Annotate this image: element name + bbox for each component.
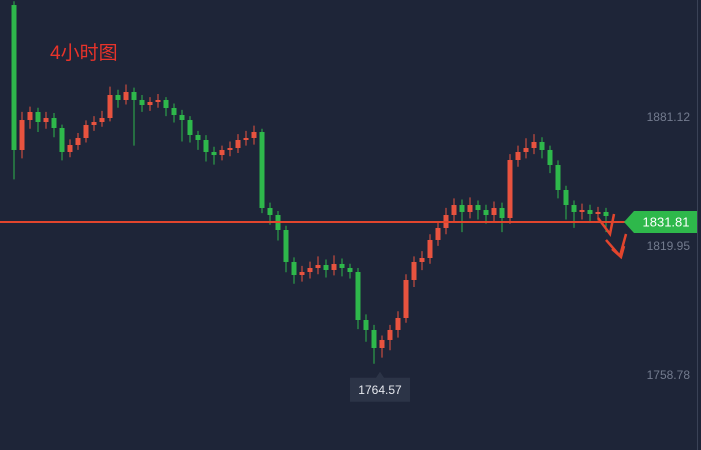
candle-body — [555, 165, 561, 190]
candle-body — [427, 239, 433, 259]
chart-title: 4小时图 — [50, 42, 118, 64]
candle-body — [315, 265, 321, 268]
candle-body — [371, 329, 377, 349]
candle-body — [283, 229, 289, 262]
candle-body — [267, 208, 273, 216]
candle-body — [155, 99, 161, 102]
candle-body — [579, 210, 585, 212]
candle-body — [291, 261, 297, 275]
candle-body — [515, 151, 521, 161]
candle-body — [331, 263, 337, 270]
candle-body — [539, 142, 545, 150]
candle-body — [459, 205, 465, 212]
candle-body — [603, 211, 609, 216]
candle-body — [403, 279, 409, 318]
candle-body — [211, 151, 217, 156]
candle-body — [187, 120, 193, 135]
candle-body — [523, 148, 529, 152]
candle-body — [243, 137, 249, 140]
candle-body — [395, 317, 401, 330]
candle-body — [19, 120, 25, 150]
candle-body — [195, 135, 201, 140]
candle-body — [499, 208, 505, 218]
last-price-tag — [624, 210, 697, 233]
candle-body — [51, 118, 57, 128]
candle-body — [595, 211, 601, 214]
candle-body — [123, 92, 129, 100]
y-tick-label: 1881.12 — [647, 110, 691, 124]
candle-body — [227, 148, 233, 150]
candle-body — [587, 210, 593, 214]
candle-body — [467, 205, 473, 212]
candle-body — [339, 263, 345, 268]
candle-body — [355, 272, 361, 320]
last-price-label: 1831.81 — [643, 214, 690, 229]
candle-body — [387, 329, 393, 340]
candle-body — [475, 205, 481, 211]
candle-body — [107, 94, 113, 119]
candle-body — [491, 208, 497, 216]
candle-body — [75, 137, 81, 145]
candle-body — [219, 149, 225, 156]
candle-body — [91, 122, 97, 126]
candle-body — [483, 210, 489, 216]
candle-body — [435, 227, 441, 240]
candle-body — [347, 267, 353, 273]
candle-body — [235, 139, 241, 149]
candle-body — [163, 99, 169, 109]
candle-body — [139, 99, 145, 106]
candle-body — [411, 261, 417, 280]
candle-body — [299, 272, 305, 275]
candle-body — [419, 258, 425, 262]
candle-body — [115, 94, 121, 100]
candle-body — [83, 125, 89, 138]
candle-body — [27, 111, 33, 121]
candle-body — [323, 265, 329, 270]
y-tick-label: 1819.95 — [647, 239, 691, 253]
candle-body — [67, 144, 73, 152]
candle-body — [11, 5, 17, 150]
candle-body — [571, 205, 577, 212]
candle-body — [531, 142, 537, 149]
candle-body — [547, 149, 553, 166]
candle-body — [379, 339, 385, 349]
candle-body — [259, 132, 265, 209]
trend-arrow — [597, 213, 628, 260]
candle-body — [35, 111, 41, 123]
candle-body — [171, 108, 177, 116]
candle-body — [307, 267, 313, 273]
low-marker-label: 1764.57 — [358, 383, 402, 397]
candle-body — [131, 92, 137, 100]
y-tick-label: 1758.78 — [647, 368, 691, 382]
candle-body — [179, 115, 185, 121]
candle-body — [147, 101, 153, 106]
candle-body — [59, 127, 65, 152]
candle-body — [203, 139, 209, 152]
candle-body — [563, 189, 569, 206]
candle-body — [507, 160, 513, 218]
candle-body — [99, 118, 105, 123]
low-marker-box — [350, 371, 410, 402]
candles — [11, 1, 609, 364]
candle-body — [251, 132, 257, 138]
candle-body — [363, 319, 369, 330]
candle-body — [43, 118, 49, 123]
candle-body — [451, 205, 457, 216]
